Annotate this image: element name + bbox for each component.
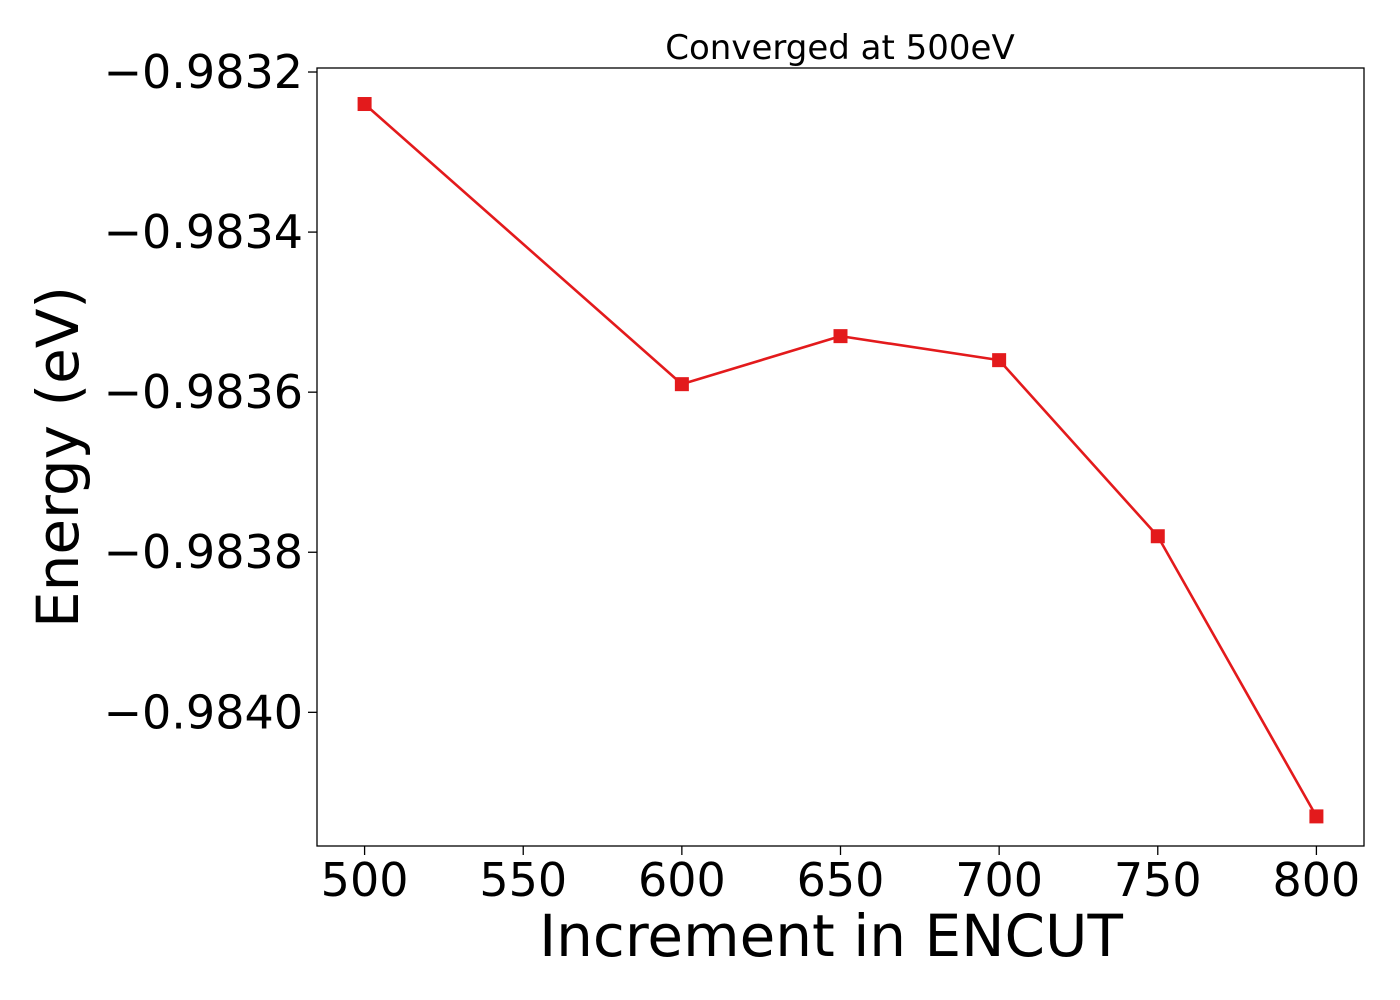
- x-tick-label: 500: [321, 853, 409, 907]
- y-tick-label: −0.9836: [104, 365, 304, 419]
- data-point-marker: [674, 377, 689, 392]
- x-tick-label: 550: [479, 853, 567, 907]
- x-tick-label: 750: [1114, 853, 1202, 907]
- y-tick-label: −0.9834: [104, 205, 304, 259]
- y-tick-label: −0.9838: [104, 525, 304, 579]
- y-axis-label: Energy (eV): [24, 286, 92, 628]
- x-tick-label: 600: [638, 853, 726, 907]
- y-tick-label: −0.9832: [104, 45, 304, 99]
- x-tick-label: 800: [1273, 853, 1361, 907]
- data-point-marker: [992, 353, 1007, 368]
- y-axis: −0.9832 −0.9834 −0.9836 −0.9838 −0.9840: [104, 45, 317, 739]
- x-axis-label: Increment in ENCUT: [539, 902, 1123, 970]
- chart-title: Converged at 500eV: [665, 28, 1014, 68]
- x-tick-label: 650: [797, 853, 885, 907]
- series-line: [363, 103, 1318, 818]
- y-tick-label: −0.9840: [104, 685, 304, 739]
- x-axis: 500 550 600 650 700 750 800: [321, 846, 1361, 907]
- data-point-marker: [1150, 529, 1165, 544]
- data-point-marker: [1309, 809, 1324, 824]
- data-point-marker: [357, 97, 372, 112]
- x-tick-label: 700: [955, 853, 1043, 907]
- plot-area: [357, 97, 1324, 824]
- data-point-marker: [833, 329, 848, 344]
